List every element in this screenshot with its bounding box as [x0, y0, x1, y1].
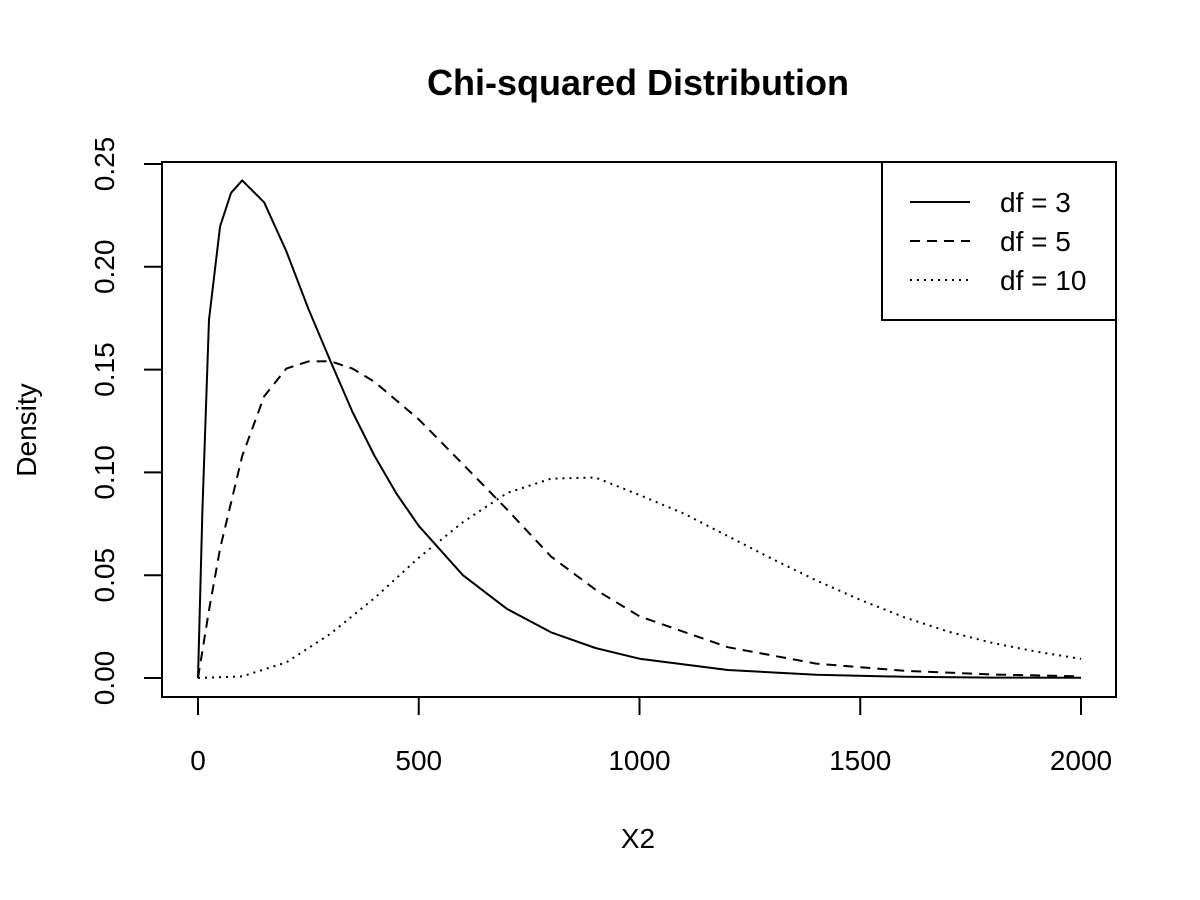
y-tick-label: 0.25: [89, 137, 120, 192]
y-tick-label: 0.10: [89, 445, 120, 500]
legend-label-1: df = 3: [1000, 187, 1071, 218]
legend: df = 3 df = 5 df = 10: [881, 161, 1117, 321]
legend-label-2: df = 5: [1000, 226, 1071, 257]
chart-title: Chi-squared Distribution: [427, 62, 849, 103]
plot-area: [197, 179, 1082, 679]
y-axis: 0.00 0.05 0.10 0.15 0.20 0.25: [89, 137, 163, 706]
series-line-2: [197, 360, 1082, 679]
x-tick-label: 2000: [1050, 745, 1112, 776]
y-axis-label: Density: [11, 383, 42, 476]
plot-frame: [161, 161, 1117, 698]
x-tick-label: 500: [395, 745, 442, 776]
series-line-3: [197, 476, 1082, 679]
y-tick-label: 0.20: [89, 240, 120, 295]
x-tick-label: 1000: [608, 745, 670, 776]
series-line-1: [197, 179, 1082, 679]
legend-box: [881, 161, 1117, 321]
legend-entries: df = 3 df = 5 df = 10: [910, 187, 1086, 296]
x-axis: 0 500 1000 1500 2000: [190, 696, 1112, 776]
x-axis-label: X2: [621, 823, 655, 854]
x-tick-label: 1500: [829, 745, 891, 776]
y-tick-label: 0.05: [89, 548, 120, 603]
y-tick-label: 0.15: [89, 342, 120, 397]
y-tick-label: 0.00: [89, 651, 120, 706]
x-tick-label: 0: [190, 745, 206, 776]
legend-label-3: df = 10: [1000, 265, 1086, 296]
